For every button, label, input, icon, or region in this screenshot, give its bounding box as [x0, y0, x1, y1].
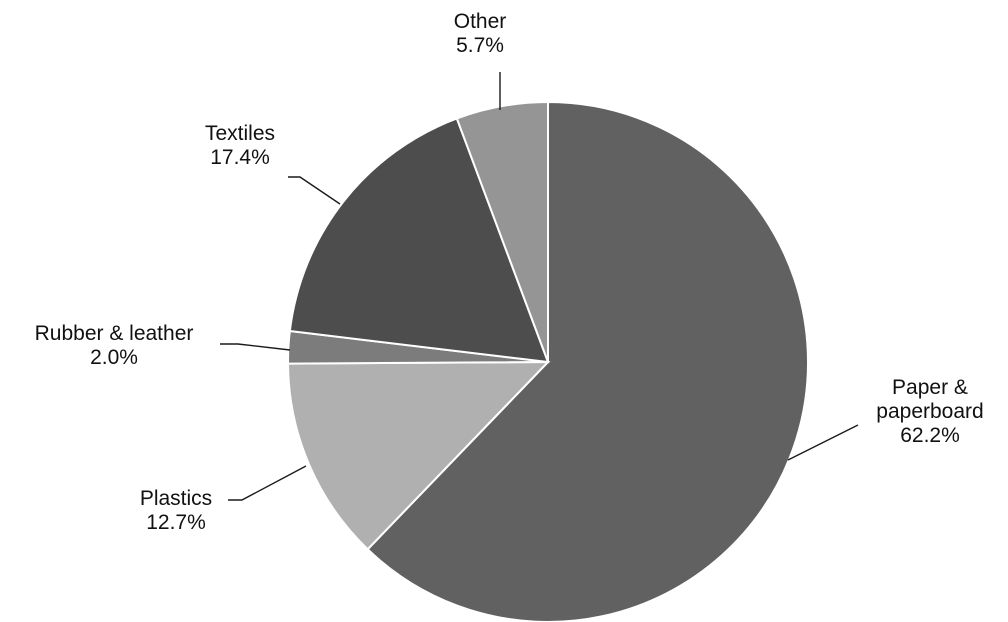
- leader-line-textiles: [288, 176, 341, 205]
- slice-value-label: 2.0%: [90, 346, 138, 369]
- slice-label-textiles: Textiles 17.4%: [205, 122, 275, 169]
- slice-name-label: paperboard: [876, 400, 983, 423]
- pie-slice-textiles: [288, 117, 550, 364]
- slice-value-label: 5.7%: [456, 34, 504, 57]
- slice-value-label: 62.2%: [900, 424, 960, 447]
- slice-labels: Paper & paperboard 62.2% Plastics 12.7% Rubbe…: [35, 10, 984, 534]
- pie-slices: [287, 100, 809, 622]
- slice-label-paper-and-paperboard: Paper & paperboard 62.2%: [876, 376, 983, 447]
- slice-name-label: Paper &: [892, 376, 968, 399]
- leader-lines: [220, 72, 859, 501]
- leader-line-plastics: [228, 465, 307, 501]
- leader-line-paper-and-paperboard: [787, 424, 859, 461]
- slice-name-label: Rubber & leather: [35, 322, 194, 345]
- slice-label-plastics: Plastics 12.7%: [140, 487, 212, 534]
- leader-line-rubber-and-leather: [220, 343, 291, 351]
- slice-label-rubber-and-leather: Rubber & leather 2.0%: [35, 322, 194, 369]
- slice-name-label: Plastics: [140, 487, 212, 510]
- pie-slice-other: [455, 100, 549, 363]
- slice-value-label: 17.4%: [210, 146, 270, 169]
- slice-label-other: Other 5.7%: [454, 10, 507, 57]
- slice-name-label: Textiles: [205, 122, 275, 145]
- pie-slice-plastics: [287, 360, 551, 551]
- slice-name-label: Other: [454, 10, 507, 33]
- slice-value-label: 12.7%: [146, 511, 206, 534]
